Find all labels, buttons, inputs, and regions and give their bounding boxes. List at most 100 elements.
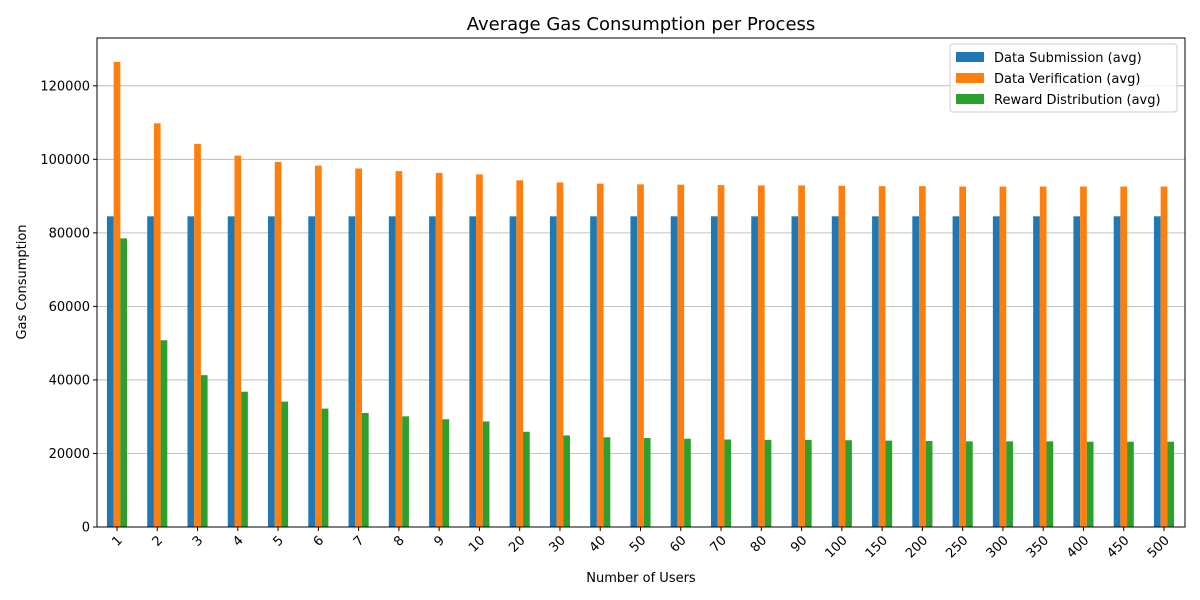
- bar-data-submission-avg-50: [630, 216, 638, 527]
- bar-data-submission-avg-300: [992, 216, 1000, 527]
- bar-data-verification-avg-350: [1039, 186, 1047, 528]
- bar-data-submission-avg-40: [590, 216, 597, 527]
- bar-reward-distribution-avg-150: [885, 440, 893, 527]
- bar-data-verification-avg-250: [959, 186, 967, 528]
- bar-reward-distribution-avg-8: [402, 416, 409, 527]
- bar-data-submission-avg-500: [1153, 216, 1161, 527]
- bar-data-submission-avg-80: [751, 216, 758, 527]
- bar-data-verification-avg-2: [153, 123, 161, 527]
- bar-data-submission-avg-350: [1033, 216, 1040, 527]
- bar-reward-distribution-avg-200: [925, 440, 933, 527]
- x-axis-label: Number of Users: [586, 571, 696, 586]
- bar-data-submission-avg-6: [308, 216, 315, 527]
- legend-label: Data Submission (avg): [994, 51, 1142, 66]
- y-tick-label: 20000: [49, 447, 90, 462]
- bar-data-submission-avg-7: [348, 216, 356, 527]
- bar-data-verification-avg-60: [677, 184, 685, 527]
- bar-reward-distribution-avg-400: [1086, 441, 1094, 527]
- y-tick-label: 120000: [40, 79, 90, 94]
- y-tick-label: 40000: [49, 373, 90, 388]
- bar-data-verification-avg-4: [234, 155, 242, 528]
- bar-data-submission-avg-100: [831, 216, 839, 527]
- bar-reward-distribution-avg-30: [563, 435, 571, 527]
- bar-data-submission-avg-400: [1073, 216, 1081, 527]
- legend-label: Data Verification (avg): [994, 72, 1140, 87]
- bar-data-submission-avg-2: [147, 216, 154, 527]
- bar-data-submission-avg-9: [429, 216, 436, 527]
- bar-reward-distribution-avg-5: [281, 401, 289, 527]
- bar-data-verification-avg-6: [314, 165, 322, 527]
- legend: Data Submission (avg) Data Verification (…: [949, 43, 1178, 113]
- bar-reward-distribution-avg-50: [643, 438, 651, 527]
- bar-reward-distribution-avg-7: [361, 413, 369, 527]
- bar-data-verification-avg-450: [1120, 186, 1128, 528]
- bar-data-verification-avg-3: [194, 143, 201, 527]
- bar-data-verification-avg-30: [556, 182, 564, 527]
- bar-reward-distribution-avg-20: [523, 431, 530, 527]
- bar-data-verification-avg-20: [516, 180, 524, 527]
- bar-data-submission-avg-4: [227, 216, 235, 527]
- bar-reward-distribution-avg-70: [724, 439, 732, 527]
- legend-swatch: [956, 52, 984, 62]
- bar-data-verification-avg-50: [637, 184, 644, 527]
- bar-data-verification-avg-200: [919, 186, 926, 528]
- bar-data-verification-avg-400: [1080, 186, 1087, 528]
- bar-data-submission-avg-150: [872, 216, 879, 527]
- bar-data-submission-avg-70: [710, 216, 718, 527]
- y-tick-label: 80000: [49, 226, 90, 241]
- bar-data-submission-avg-200: [912, 216, 920, 527]
- bar-reward-distribution-avg-3: [200, 375, 208, 527]
- legend-swatch: [956, 94, 984, 104]
- bar-reward-distribution-avg-100: [845, 440, 852, 527]
- bar-data-verification-avg-10: [476, 174, 483, 527]
- bar-reward-distribution-avg-300: [1006, 441, 1013, 527]
- bar-reward-distribution-avg-60: [684, 438, 691, 527]
- bar-data-verification-avg-80: [757, 185, 765, 527]
- bar-reward-distribution-avg-350: [1046, 441, 1054, 527]
- bar-data-verification-avg-300: [999, 186, 1007, 528]
- chart-title: Average Gas Consumption per Process: [467, 14, 816, 35]
- bar-data-submission-avg-90: [791, 216, 799, 527]
- bar-data-verification-avg-7: [355, 168, 362, 527]
- bar-data-submission-avg-5: [268, 216, 275, 527]
- bar-data-verification-avg-9: [435, 172, 443, 528]
- bar-data-verification-avg-40: [596, 183, 604, 527]
- legend-swatch: [956, 73, 984, 83]
- y-tick-label: 100000: [40, 153, 90, 168]
- bar-data-submission-avg-10: [469, 216, 477, 527]
- bar-reward-distribution-avg-500: [1167, 441, 1175, 527]
- y-tick-label: 0: [82, 521, 90, 536]
- bar-data-verification-avg-8: [395, 171, 403, 527]
- bar-data-verification-avg-100: [838, 185, 846, 527]
- bar-data-verification-avg-90: [798, 185, 805, 527]
- legend-entries: Data Submission (avg) Data Verification (…: [956, 51, 1161, 108]
- bar-reward-distribution-avg-10: [482, 421, 490, 527]
- bar-reward-distribution-avg-450: [1127, 441, 1134, 527]
- bar-data-submission-avg-250: [952, 216, 960, 527]
- bar-reward-distribution-avg-80: [764, 439, 772, 527]
- legend-frame: [949, 43, 1178, 113]
- bar-data-verification-avg-1: [113, 61, 121, 527]
- bar-reward-distribution-avg-9: [442, 419, 450, 527]
- y-axis-label: Gas Consumption: [15, 224, 30, 339]
- bar-data-submission-avg-450: [1113, 216, 1121, 527]
- bar-data-submission-avg-3: [187, 216, 195, 527]
- bar-data-verification-avg-500: [1160, 186, 1168, 528]
- bar-reward-distribution-avg-250: [966, 441, 973, 527]
- bar-data-verification-avg-5: [274, 161, 282, 527]
- bar-data-submission-avg-20: [509, 216, 517, 527]
- bar-reward-distribution-avg-6: [321, 408, 329, 527]
- bar-reward-distribution-avg-2: [160, 340, 168, 527]
- bar-data-submission-avg-30: [549, 216, 557, 527]
- bar-data-submission-avg-1: [106, 216, 114, 527]
- y-axis-ticks: 0 20000 40000 60000 80000 100000 120000: [40, 79, 97, 536]
- bars: [106, 61, 1175, 528]
- bar-reward-distribution-avg-4: [241, 391, 248, 527]
- y-tick-label: 60000: [49, 300, 90, 315]
- bar-data-submission-avg-60: [670, 216, 678, 527]
- bar-data-verification-avg-70: [717, 185, 725, 527]
- bar-reward-distribution-avg-1: [120, 238, 128, 527]
- bar-data-verification-avg-150: [878, 186, 886, 528]
- bar-reward-distribution-avg-90: [804, 439, 812, 527]
